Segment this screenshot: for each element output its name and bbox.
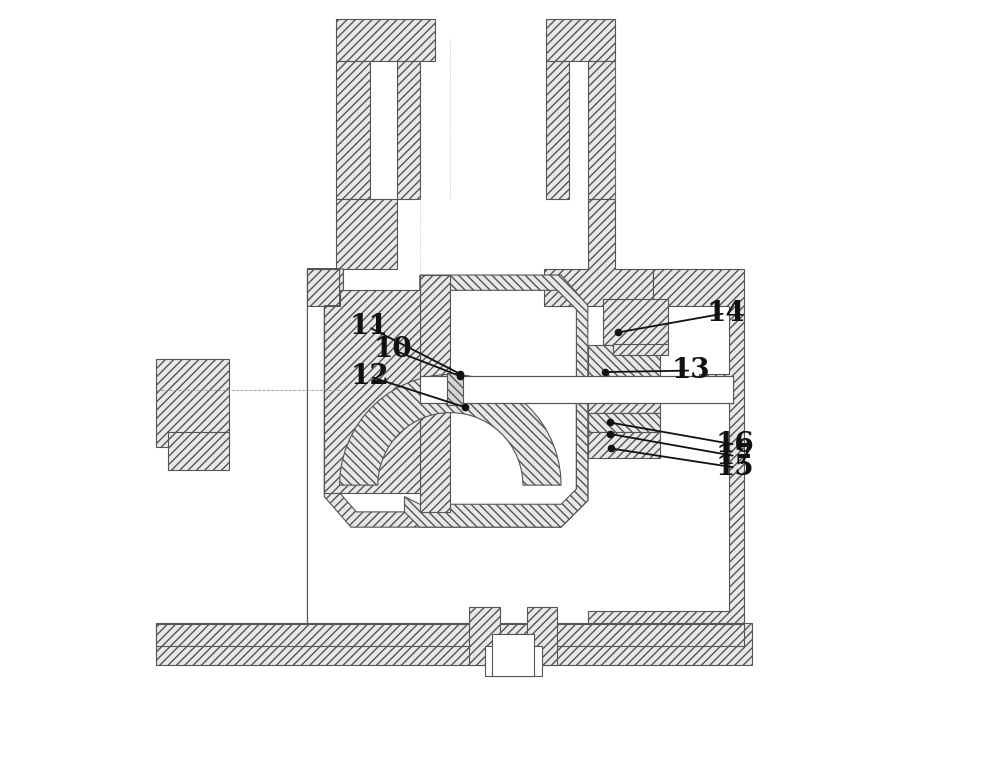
Bar (613, 344, 668, 355)
Bar (420, 380, 733, 399)
Polygon shape (588, 269, 744, 638)
Bar (397, 61, 420, 199)
Bar (469, 607, 500, 665)
Bar (588, 345, 660, 387)
Bar (168, 432, 229, 470)
Text: 16: 16 (716, 431, 755, 458)
Bar (527, 607, 557, 665)
Bar (603, 299, 668, 345)
Bar (546, 19, 615, 61)
Text: 14: 14 (706, 299, 745, 327)
Polygon shape (307, 199, 397, 306)
Bar (588, 432, 660, 458)
Bar (588, 387, 660, 413)
Bar (420, 376, 733, 403)
Bar (156, 624, 744, 646)
Polygon shape (544, 199, 653, 306)
Bar (156, 359, 229, 447)
Polygon shape (324, 290, 420, 493)
Polygon shape (420, 275, 588, 401)
Bar (336, 19, 435, 61)
Bar (588, 61, 615, 199)
Text: 13: 13 (672, 357, 710, 384)
Bar (420, 275, 450, 512)
Text: 11: 11 (349, 313, 388, 341)
Bar (492, 634, 534, 676)
Bar (485, 646, 542, 676)
Text: 15: 15 (716, 454, 755, 481)
Bar (447, 373, 463, 405)
Polygon shape (198, 269, 588, 638)
Polygon shape (340, 374, 561, 485)
Text: 17: 17 (716, 442, 755, 470)
Bar (546, 61, 569, 199)
Bar (156, 623, 752, 665)
Bar (336, 61, 370, 199)
Polygon shape (404, 401, 588, 527)
Bar (588, 413, 660, 432)
Text: 12: 12 (351, 363, 389, 390)
Text: 10: 10 (374, 336, 412, 364)
